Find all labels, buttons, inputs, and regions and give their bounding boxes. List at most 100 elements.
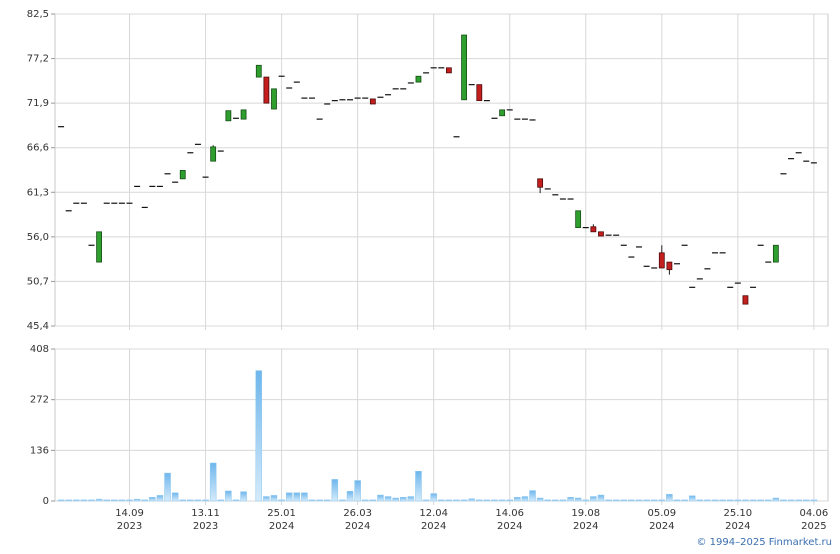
volume-bar [635, 499, 643, 502]
volume-bar [392, 497, 399, 502]
candle-body [210, 146, 217, 162]
volume-bar [293, 492, 301, 502]
y2-tick-label: 272 [30, 395, 49, 406]
volume-bar [650, 499, 658, 502]
plot-frame [54, 13, 829, 327]
x-tick-sublabel: 2023 [193, 521, 218, 532]
volume-bar [156, 495, 164, 502]
volume-bar [491, 499, 498, 502]
volume-bar [255, 370, 263, 502]
volume-bar [225, 490, 232, 502]
volume-bar [346, 491, 354, 502]
volume-bar [187, 499, 194, 502]
volume-bar [209, 462, 217, 502]
volume-bar [536, 497, 544, 502]
volume-bar [73, 499, 80, 502]
x-tick-label: 05.09 [647, 508, 676, 519]
volume-bar [483, 499, 491, 502]
volume-bar [582, 499, 590, 502]
volume-bar [133, 498, 141, 502]
volume-bar [681, 499, 688, 502]
volume-bar [445, 499, 453, 502]
volume-bar [711, 499, 719, 502]
volume-bar [278, 499, 285, 502]
x-tick-label: 19.08 [571, 508, 600, 519]
volume-bar [529, 490, 536, 502]
candle-body [666, 261, 673, 271]
candle-body [240, 109, 247, 120]
volume-bar [65, 499, 72, 502]
volume-bar [757, 499, 764, 502]
volume-bar [476, 499, 483, 502]
volume-bar [141, 499, 148, 502]
volume-bar [331, 479, 339, 502]
volume-bar [810, 499, 818, 502]
candle-body [772, 244, 779, 263]
x-tick-sublabel: 2024 [649, 521, 674, 532]
y2-tick-label: 408 [30, 344, 49, 355]
x-tick-sublabel: 2024 [725, 521, 750, 532]
x-tick-label: 26.03 [343, 508, 372, 519]
volume-bar [453, 499, 460, 502]
volume-bar [88, 499, 95, 502]
volume-bar [597, 494, 605, 502]
volume-bar [384, 496, 392, 502]
volume-bar [658, 499, 666, 502]
volume-bar [369, 499, 377, 502]
volume-bar [498, 499, 506, 502]
volume-bar [590, 496, 597, 502]
volume-bar [666, 494, 673, 502]
volume-bar [749, 499, 757, 502]
volume-bar [506, 499, 513, 502]
y2-tick-label: 136 [30, 445, 49, 456]
x-tick-label: 25.10 [724, 508, 753, 519]
volume-bar [103, 499, 110, 502]
volume-bar [704, 499, 711, 502]
volume-bar [787, 499, 795, 502]
volume-bar [400, 497, 407, 502]
candle-body [263, 76, 270, 104]
y-tick-label: 66,6 [27, 143, 49, 154]
y2-tick-label: 0 [43, 496, 49, 507]
volume-bar [795, 499, 802, 502]
candle-body [179, 170, 186, 180]
x-tick-label: 14.06 [495, 508, 524, 519]
candle-body [96, 231, 103, 263]
candle-body [742, 295, 749, 305]
volume-bar [415, 470, 422, 502]
volume-bar [468, 498, 475, 502]
x-tick-sublabel: 2024 [345, 521, 370, 532]
x-tick-label: 14.09 [115, 508, 144, 519]
volume-bar [780, 499, 787, 502]
volume-bar [202, 499, 209, 502]
x-tick-sublabel: 2024 [421, 521, 446, 532]
volume-bar [460, 499, 468, 502]
candle-body [537, 178, 544, 188]
volume-bar [270, 495, 278, 502]
candle-body [575, 210, 582, 229]
volume-bar [673, 499, 681, 502]
credit: © 1994–2025 Finmarket.ru [696, 537, 832, 548]
volume-bar [118, 499, 126, 502]
volume-bar [164, 472, 171, 502]
volume-bar [194, 499, 202, 502]
volume-bar [361, 499, 369, 502]
volume-bar [149, 497, 156, 502]
volume-bar [422, 499, 430, 502]
volume-bar [126, 499, 133, 502]
y-tick-label: 56,0 [27, 232, 49, 243]
x-tick-sublabel: 2024 [573, 521, 598, 532]
volume-bar [57, 499, 65, 502]
volume-bar [95, 498, 103, 502]
x-tick-sublabel: 2023 [117, 521, 142, 532]
volume-bar [240, 491, 247, 502]
volume-bar [620, 499, 628, 502]
y-tick-label: 77,2 [27, 54, 49, 65]
volume-bar [263, 496, 270, 502]
candle-body [658, 252, 665, 269]
volume-bar [567, 497, 574, 502]
x-tick-sublabel: 2024 [269, 521, 294, 532]
x-tick-sublabel: 2024 [497, 521, 522, 532]
candle-body [476, 84, 483, 102]
